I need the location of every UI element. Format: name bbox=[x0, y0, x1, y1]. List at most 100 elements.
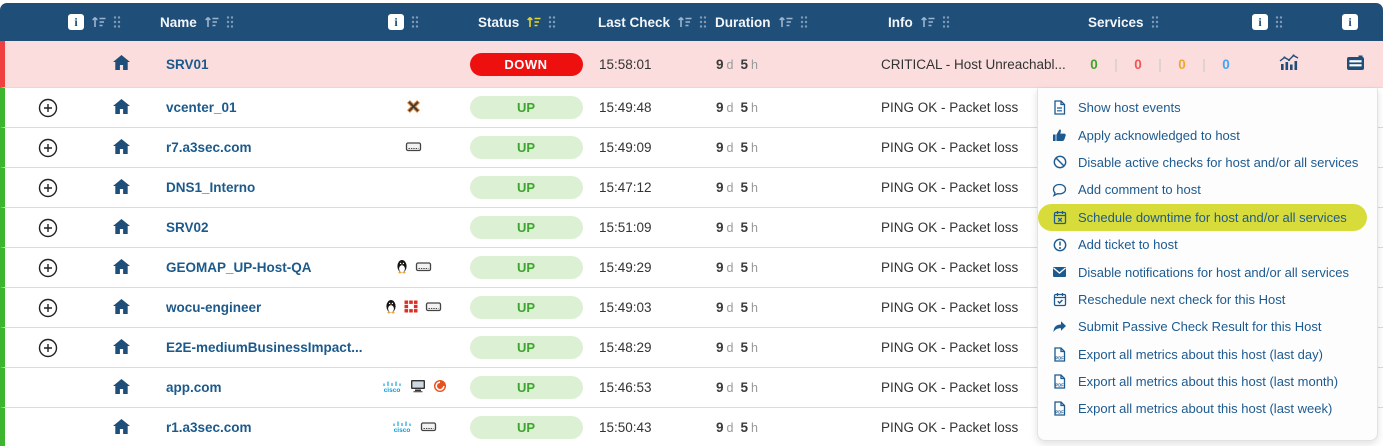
host-name-link[interactable]: E2E-mediumBusinessImpact... bbox=[166, 340, 363, 355]
header-col-status: Status bbox=[478, 3, 556, 41]
host-name-link[interactable]: r7.a3sec.com bbox=[166, 140, 252, 155]
drag-handle-icon[interactable] bbox=[548, 15, 556, 29]
expand-row-icon[interactable] bbox=[38, 138, 58, 158]
header-col-name: Name bbox=[160, 3, 234, 41]
drag-handle-icon[interactable] bbox=[942, 15, 950, 29]
info-text: PING OK - Packet loss bbox=[881, 140, 1019, 155]
sort-icon[interactable] bbox=[91, 15, 106, 29]
context-menu-item[interactable]: Add comment to host bbox=[1038, 176, 1377, 203]
metrics-chart-icon[interactable] bbox=[1278, 54, 1300, 74]
column-info-icon[interactable]: i bbox=[1252, 14, 1268, 30]
services-ok-count[interactable]: 0 bbox=[1090, 56, 1098, 72]
host-name-link[interactable]: app.com bbox=[166, 380, 222, 395]
host-name-link[interactable]: DNS1_Interno bbox=[166, 180, 256, 195]
expand-row-icon[interactable] bbox=[38, 218, 58, 238]
sort-icon[interactable] bbox=[677, 15, 692, 29]
context-menu-item[interactable]: PDF Export all metrics about this host (l… bbox=[1038, 395, 1377, 422]
envelope-icon bbox=[1051, 266, 1068, 278]
status-badge: UP bbox=[469, 96, 583, 119]
host-name-link[interactable]: SRV01 bbox=[166, 56, 209, 72]
context-menu-item-label: Schedule downtime for host and/or all se… bbox=[1078, 209, 1347, 225]
actions-menu-icon[interactable] bbox=[1346, 55, 1365, 74]
file-pdf-icon: PDF bbox=[1051, 374, 1068, 389]
sort-icon-active[interactable] bbox=[526, 15, 541, 29]
sort-icon[interactable] bbox=[204, 15, 219, 29]
last-check-time: 15:50:43 bbox=[599, 420, 652, 435]
server-icon bbox=[415, 260, 432, 276]
server-icon bbox=[425, 300, 442, 316]
services-unknown-count[interactable]: 0 bbox=[1222, 56, 1230, 72]
last-check-time: 15:49:48 bbox=[599, 100, 652, 115]
drag-handle-icon[interactable] bbox=[226, 15, 234, 29]
context-menu-item-label: Add ticket to host bbox=[1078, 237, 1178, 253]
drag-handle-icon[interactable] bbox=[800, 15, 808, 29]
context-menu-item[interactable]: PDF Export all metrics about this host (l… bbox=[1038, 368, 1377, 395]
info-text: PING OK - Packet loss bbox=[881, 380, 1019, 395]
host-name-link[interactable]: wocu-engineer bbox=[166, 300, 262, 315]
host-name-link[interactable]: GEOMAP_UP-Host-QA bbox=[166, 260, 312, 275]
cisco-icon: cisco bbox=[391, 420, 413, 436]
header-col-last-check: Last Check bbox=[598, 3, 707, 41]
drag-handle-icon[interactable] bbox=[699, 15, 707, 29]
header-col-duration: Duration bbox=[715, 3, 808, 41]
context-menu-item[interactable]: Add ticket to host bbox=[1038, 231, 1377, 258]
drag-handle-icon[interactable] bbox=[113, 15, 121, 29]
drag-handle-icon[interactable] bbox=[1275, 15, 1283, 29]
column-info-icon[interactable]: i bbox=[1342, 14, 1358, 30]
expand-row-icon[interactable] bbox=[38, 338, 58, 358]
context-menu-item-label: Export all metrics about this host (last… bbox=[1078, 346, 1323, 362]
context-menu-item[interactable]: Submit Passive Check Result for this Hos… bbox=[1038, 313, 1377, 340]
last-check-time: 15:48:29 bbox=[599, 340, 652, 355]
svg-text:cisco: cisco bbox=[383, 387, 400, 393]
expand-row-icon[interactable] bbox=[38, 178, 58, 198]
host-name-link[interactable]: vcenter_01 bbox=[166, 100, 237, 115]
info-text: PING OK - Packet loss bbox=[881, 340, 1019, 355]
status-badge: UP bbox=[469, 136, 583, 159]
drag-handle-icon[interactable] bbox=[1151, 15, 1159, 29]
sort-icon[interactable] bbox=[920, 15, 935, 29]
drag-handle-icon[interactable] bbox=[411, 15, 419, 29]
status-badge: UP bbox=[469, 176, 583, 199]
context-menu-item[interactable]: Disable notifications for host and/or al… bbox=[1038, 258, 1377, 285]
context-menu-item[interactable]: Apply acknowledged to host bbox=[1038, 121, 1377, 148]
status-badge: UP bbox=[469, 216, 583, 239]
app-circle-icon bbox=[433, 379, 447, 396]
file-pdf-icon: PDF bbox=[1051, 347, 1068, 362]
context-menu-item[interactable]: Disable active checks for host and/or al… bbox=[1038, 149, 1377, 176]
header-col-info: Info bbox=[888, 3, 950, 41]
calendar-check-icon bbox=[1051, 292, 1068, 307]
expand-row-icon[interactable] bbox=[38, 258, 58, 278]
context-menu-item[interactable]: PDF Export all metrics about this host (l… bbox=[1038, 341, 1377, 368]
calendar-x-icon bbox=[1051, 210, 1068, 225]
last-check-time: 15:51:09 bbox=[599, 220, 652, 235]
context-menu-item-label: Disable notifications for host and/or al… bbox=[1078, 264, 1349, 280]
services-critical-count[interactable]: 0 bbox=[1134, 56, 1142, 72]
services-warning-count[interactable]: 0 bbox=[1178, 56, 1186, 72]
column-label: Last Check bbox=[598, 14, 671, 30]
host-context-menu: Show host events Apply acknowledged to ho… bbox=[1037, 88, 1378, 441]
svg-text:PDF: PDF bbox=[1055, 383, 1064, 388]
context-menu-item[interactable]: Show host events bbox=[1038, 94, 1377, 121]
table-header: i Name i Status Last Check Duration bbox=[0, 3, 1383, 41]
context-menu-item[interactable]: Schedule downtime for host and/or all se… bbox=[1038, 203, 1367, 231]
expand-row-icon[interactable] bbox=[38, 298, 58, 318]
host-name-link[interactable]: SRV02 bbox=[166, 220, 209, 235]
context-menu-item[interactable]: Reschedule next check for this Host bbox=[1038, 286, 1377, 313]
thumbs-up-icon bbox=[1051, 128, 1068, 142]
sort-icon[interactable] bbox=[778, 15, 793, 29]
host-icon bbox=[112, 298, 131, 318]
column-info-icon[interactable]: i bbox=[68, 14, 84, 30]
info-text: PING OK - Packet loss bbox=[881, 260, 1019, 275]
header-col-expand: i bbox=[68, 3, 121, 41]
status-badge: UP bbox=[469, 296, 583, 319]
column-info-icon[interactable]: i bbox=[388, 14, 404, 30]
host-name-link[interactable]: r1.a3sec.com bbox=[166, 420, 252, 435]
comment-icon bbox=[1051, 183, 1068, 197]
share-arrow-icon bbox=[1051, 320, 1068, 333]
info-text: CRITICAL - Host Unreachabl... bbox=[881, 56, 1066, 72]
last-check-time: 15:58:01 bbox=[599, 56, 652, 72]
expand-row-icon[interactable] bbox=[38, 98, 58, 118]
